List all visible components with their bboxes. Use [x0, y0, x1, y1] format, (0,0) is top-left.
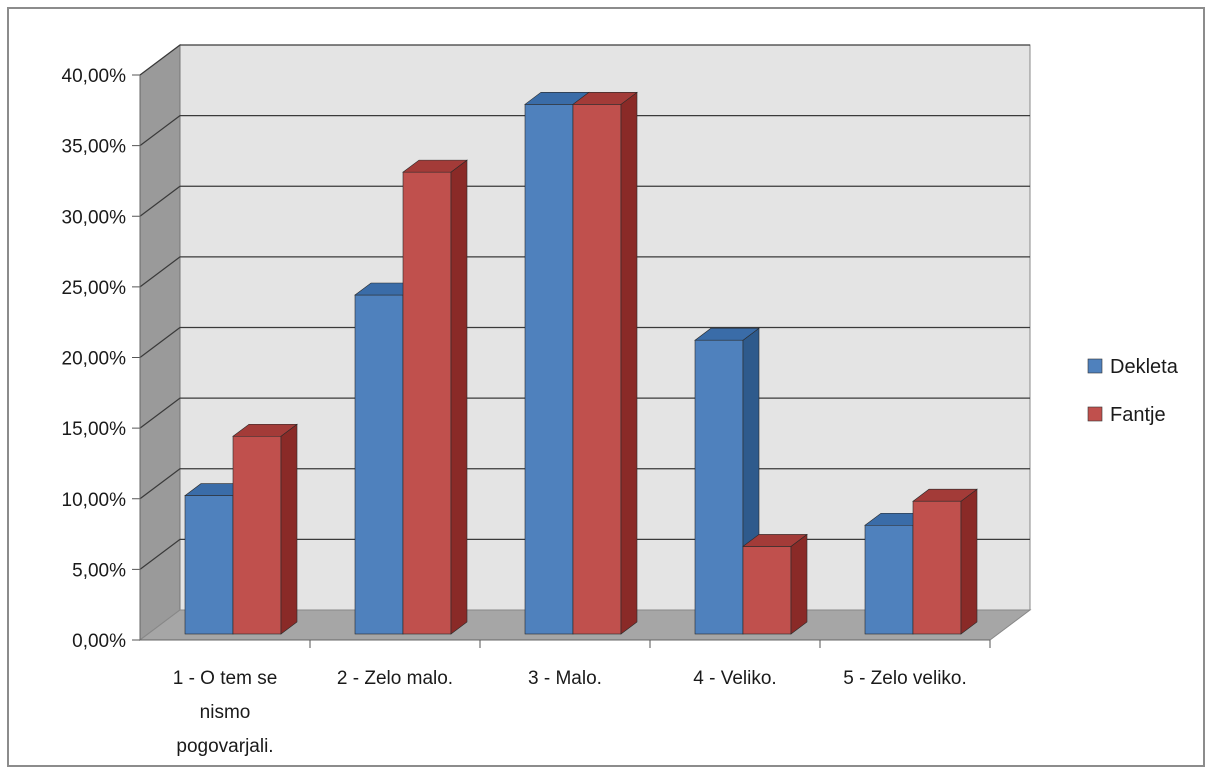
x-category-label: 5 - Zelo veliko.	[843, 668, 967, 689]
bar-dekleta-3	[524, 104, 574, 635]
y-tick-label: 20,00%	[62, 349, 127, 370]
legend-label-dekleta: Dekleta	[1110, 356, 1179, 378]
bar-fantje-3	[572, 104, 622, 635]
gridline	[139, 326, 1030, 358]
x-category-label: pogovarjali.	[176, 736, 273, 757]
legend-swatch-dekleta	[1087, 358, 1103, 374]
y-tick-label: 0,00%	[72, 631, 126, 652]
x-category-label: 1 - O tem se	[173, 668, 278, 689]
legend-label-fantje: Fantje	[1110, 404, 1166, 426]
bar-fantje-4	[742, 546, 792, 635]
bar-dekleta-4	[694, 339, 744, 635]
y-tick-label: 25,00%	[62, 278, 127, 299]
bar-dekleta-1	[184, 495, 234, 635]
gridline	[139, 115, 1030, 147]
x-category-label: nismo	[200, 702, 251, 723]
bar-dekleta-2	[354, 294, 404, 635]
x-category-label: 3 - Malo.	[528, 668, 602, 689]
bar-side-fantje-5	[960, 488, 978, 635]
bar-top-fantje-1	[232, 423, 298, 437]
bar-fantje-1	[232, 435, 282, 635]
bar-side-fantje-4	[790, 533, 808, 635]
y-tick-label: 10,00%	[62, 490, 127, 511]
gridline	[139, 185, 1030, 217]
bar-top-fantje-3	[572, 92, 638, 105]
y-tick-label: 40,00%	[62, 66, 127, 87]
y-tick-label: 30,00%	[62, 207, 127, 228]
y-tick-label: 35,00%	[62, 137, 127, 158]
bar-side-fantje-3	[620, 91, 638, 635]
bar-dekleta-5	[864, 524, 914, 635]
bar-top-fantje-2	[402, 159, 468, 173]
x-category-label: 2 - Zelo malo.	[337, 668, 453, 689]
bar-top-fantje-5	[912, 488, 978, 502]
y-tick-label: 15,00%	[62, 419, 127, 440]
legend-swatch-fantje	[1087, 406, 1103, 422]
bar-fantje-5	[912, 500, 962, 635]
bar-fantje-2	[402, 171, 452, 635]
bar-top-dekleta-4	[694, 327, 760, 341]
y-tick-label: 5,00%	[72, 560, 126, 581]
x-category-label: 4 - Veliko.	[693, 668, 776, 689]
gridline	[139, 44, 1030, 76]
gridline	[139, 256, 1030, 288]
bar-top-fantje-4	[742, 534, 808, 547]
bar-side-fantje-2	[450, 159, 468, 635]
bar-side-fantje-1	[280, 423, 298, 635]
